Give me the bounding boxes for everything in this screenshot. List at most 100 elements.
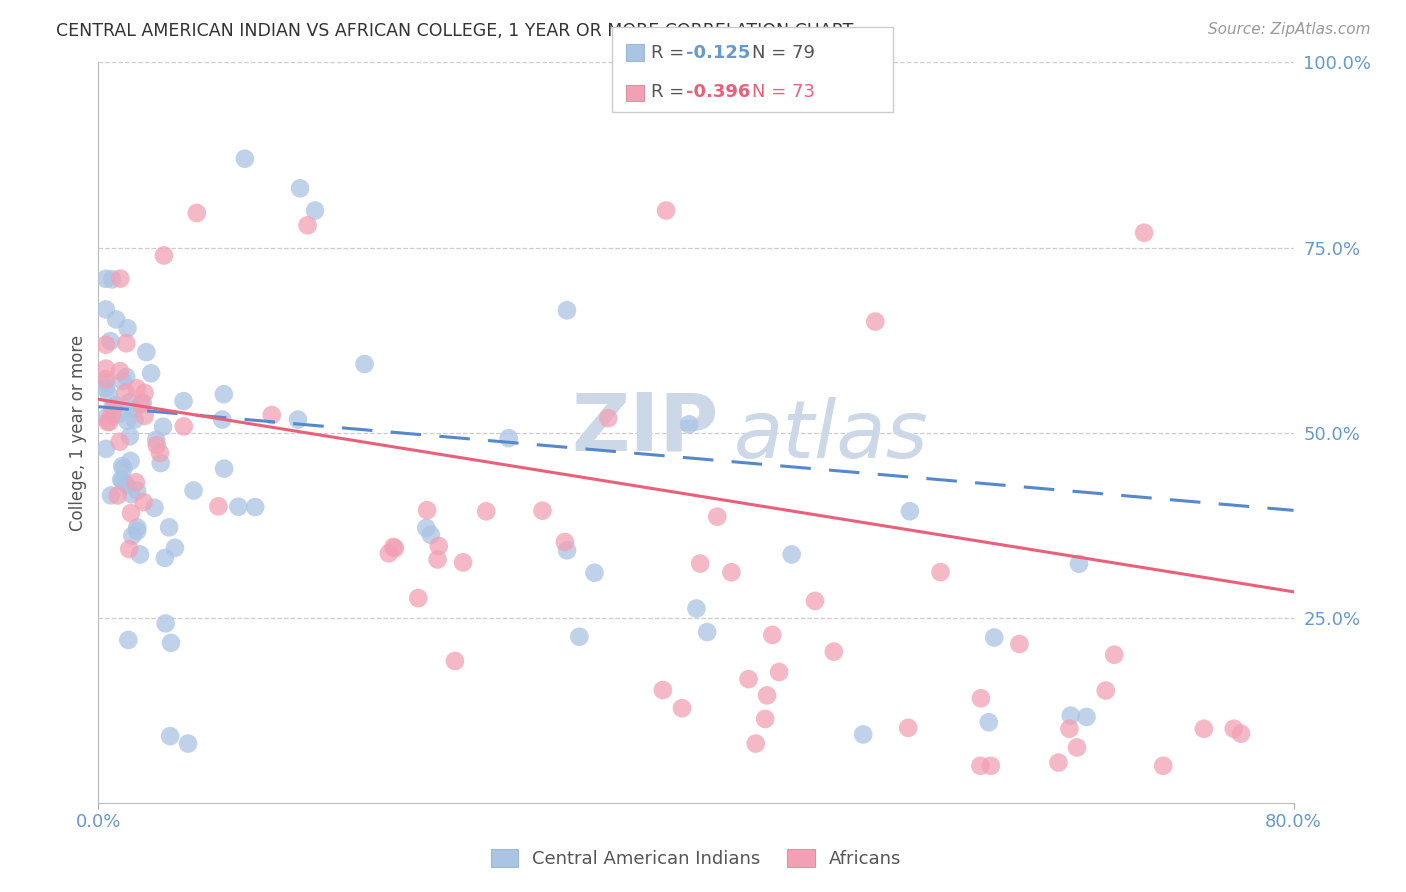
Point [1066, 740, 1088, 755]
Point [132, 396, 155, 410]
Point [568, 630, 591, 644]
Point [127, 520, 149, 534]
Point [419, 528, 441, 542]
Point [134, 385, 156, 400]
Point [554, 535, 576, 549]
Point [983, 631, 1005, 645]
Point [173, 419, 195, 434]
Point [110, 473, 132, 487]
Point [111, 474, 134, 488]
Point [110, 271, 132, 285]
Text: R =: R = [651, 83, 690, 101]
Point [498, 431, 520, 445]
Point [111, 374, 134, 388]
Point [696, 625, 718, 640]
Point [211, 412, 233, 426]
Point [651, 683, 673, 698]
Point [121, 529, 143, 543]
Point [114, 385, 136, 400]
Point [969, 758, 991, 772]
Point [415, 521, 437, 535]
Point [444, 654, 467, 668]
Point [100, 408, 122, 422]
Point [897, 721, 920, 735]
Point [555, 543, 578, 558]
Point [129, 397, 152, 411]
Point [353, 357, 375, 371]
Point [97, 388, 120, 402]
Point [108, 434, 131, 449]
Point [706, 509, 728, 524]
Point [101, 401, 124, 416]
Point [94, 410, 117, 425]
Point [94, 361, 117, 376]
Point [865, 314, 887, 328]
Point [125, 381, 148, 395]
Point [107, 407, 129, 421]
Point [228, 500, 250, 514]
Point [768, 665, 790, 679]
Point [475, 504, 498, 518]
Text: CENTRAL AMERICAN INDIAN VS AFRICAN COLLEGE, 1 YEAR OR MORE CORRELATION CHART: CENTRAL AMERICAN INDIAN VS AFRICAN COLLE… [56, 22, 853, 40]
Point [304, 203, 326, 218]
Point [94, 442, 117, 456]
Point [929, 565, 952, 579]
Point [173, 394, 195, 409]
Point [756, 689, 779, 703]
Point [212, 387, 235, 401]
Point [129, 548, 152, 562]
Point [177, 737, 200, 751]
Point [1076, 710, 1098, 724]
Point [94, 376, 117, 390]
Text: N = 73: N = 73 [752, 83, 815, 101]
Point [145, 433, 167, 447]
Point [754, 712, 776, 726]
Point [120, 454, 142, 468]
Point [153, 248, 176, 262]
Point [1223, 722, 1246, 736]
Point [426, 552, 449, 566]
Point [384, 541, 406, 556]
Point [288, 181, 311, 195]
Point [98, 415, 121, 429]
Point [160, 636, 183, 650]
Point [583, 566, 606, 580]
Point [678, 417, 700, 432]
Point [406, 591, 429, 606]
Point [152, 419, 174, 434]
Point [120, 487, 142, 501]
Point [135, 345, 157, 359]
Text: N = 79: N = 79 [752, 44, 815, 62]
Point [139, 366, 162, 380]
Point [1104, 648, 1126, 662]
Point [115, 370, 138, 384]
Point [112, 461, 135, 475]
Point [1133, 226, 1156, 240]
Point [108, 364, 131, 378]
Text: Source: ZipAtlas.com: Source: ZipAtlas.com [1208, 22, 1371, 37]
Point [260, 408, 283, 422]
Text: ZIP: ZIP [571, 390, 718, 468]
Point [127, 483, 149, 498]
Point [145, 438, 167, 452]
Point [94, 272, 117, 286]
Point [125, 475, 148, 490]
Point [1059, 722, 1081, 736]
Point [149, 446, 172, 460]
Point [737, 672, 759, 686]
Point [117, 321, 139, 335]
Point [1094, 683, 1116, 698]
Point [118, 395, 141, 409]
Point [980, 758, 1002, 772]
Point [104, 398, 127, 412]
Point [183, 483, 205, 498]
Point [115, 336, 138, 351]
Point [96, 415, 118, 429]
Point [1047, 756, 1070, 770]
Point [186, 206, 208, 220]
Point [101, 272, 124, 286]
Point [94, 372, 117, 386]
Text: R =: R = [651, 44, 690, 62]
Point [163, 541, 186, 555]
Point [118, 429, 141, 443]
